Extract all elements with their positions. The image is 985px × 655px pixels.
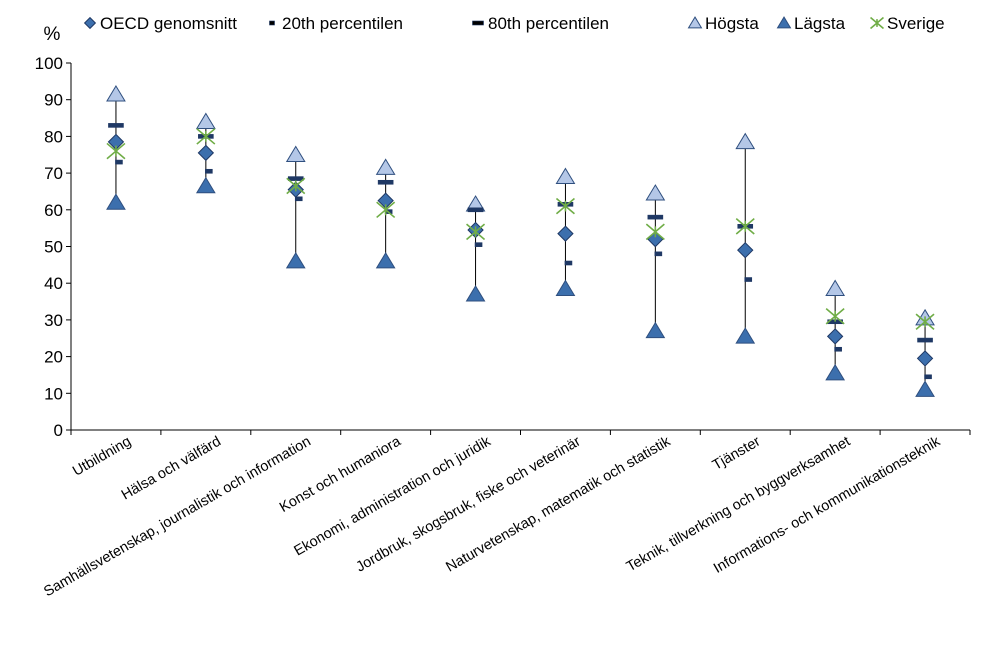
legend-label: Sverige <box>887 14 945 33</box>
y-tick-label: 70 <box>44 164 63 183</box>
legend-item: OECD genomsnitt <box>83 14 237 33</box>
data-point <box>106 142 126 160</box>
y-tick-label: 10 <box>44 384 63 403</box>
data-point <box>285 145 306 162</box>
y-tick-label: 50 <box>44 238 63 257</box>
data-point <box>825 363 846 381</box>
data-point <box>917 337 933 343</box>
data-point <box>474 242 483 247</box>
data-point <box>826 328 844 345</box>
y-tick-label: 40 <box>44 274 63 293</box>
legend-marker <box>269 20 275 26</box>
data-point <box>106 193 126 210</box>
data-point <box>205 168 213 174</box>
data-point <box>465 284 486 302</box>
data-point <box>735 218 755 235</box>
legend-label: 20th percentilen <box>282 14 403 33</box>
y-tick-label: 20 <box>44 348 63 367</box>
y-tick-label: 60 <box>44 201 63 220</box>
data-point <box>108 123 124 128</box>
data-point <box>287 176 304 181</box>
data-point <box>196 128 216 145</box>
legend-item: Lägsta <box>776 14 846 33</box>
data-point <box>645 223 665 241</box>
legend-item: 80th percentilen <box>472 14 609 33</box>
legend-label: OECD genomsnitt <box>100 14 237 33</box>
legend-item: 20th percentilen <box>269 14 403 33</box>
legend-marker <box>687 16 703 29</box>
data-point <box>555 197 575 215</box>
data-point <box>834 346 842 352</box>
legend-label: Högsta <box>705 14 759 33</box>
legend-label: 80th percentilen <box>488 14 609 33</box>
legend-marker <box>472 20 484 26</box>
legend: OECD genomsnitt 20th percentilen 80th perc… <box>83 14 945 33</box>
x-tick-label: Tjänster <box>710 434 764 474</box>
series-1 <box>115 159 932 380</box>
series-3 <box>106 84 935 326</box>
data-point <box>645 184 666 201</box>
legend-marker <box>870 16 884 30</box>
data-point <box>915 380 935 397</box>
data-point <box>376 201 396 219</box>
legend-item: Sverige <box>870 14 945 33</box>
data-point <box>466 223 486 241</box>
data-point <box>375 251 396 269</box>
data-point <box>647 214 664 220</box>
y-tick-label: 100 <box>35 54 63 73</box>
data-point <box>564 260 573 266</box>
data-point <box>555 167 576 185</box>
y-tick-label: 0 <box>54 421 63 440</box>
data-point <box>106 84 126 102</box>
y-tick-label: 30 <box>44 311 63 330</box>
data-point <box>735 132 756 150</box>
x-tick-label: Utbildning <box>70 434 134 480</box>
y-axis-label: % <box>44 24 61 45</box>
series-4 <box>106 176 935 397</box>
axes: 0 10 20 30 40 50 60 70 80 90 100 <box>35 54 971 440</box>
data-point <box>286 177 306 195</box>
series-0 <box>107 133 934 367</box>
legend-label: Lägsta <box>794 14 846 33</box>
data-point <box>737 241 754 259</box>
series-2 <box>108 123 933 343</box>
legend-marker <box>776 16 792 29</box>
data-point <box>197 144 215 162</box>
legend-item: Högsta <box>687 14 759 33</box>
data-point <box>825 279 846 296</box>
data-point <box>467 207 484 213</box>
range-lines <box>115 94 926 390</box>
legend-marker <box>83 16 97 30</box>
series-5 <box>106 128 935 330</box>
data-point <box>825 307 845 325</box>
data-point <box>294 196 303 202</box>
data-point <box>654 251 663 257</box>
data-point <box>115 159 123 165</box>
data-point <box>195 176 216 194</box>
data-point <box>735 327 756 344</box>
data-point <box>645 321 666 339</box>
data-point <box>744 277 753 282</box>
data-point <box>916 350 934 367</box>
y-tick-label: 80 <box>44 127 63 146</box>
data-point <box>555 279 576 296</box>
data-point <box>285 251 306 269</box>
data-point <box>377 179 394 185</box>
data-point <box>924 374 932 380</box>
y-tick-label: 90 <box>44 91 63 110</box>
data-point <box>195 112 216 129</box>
data-point <box>375 158 396 175</box>
data-point <box>557 225 574 242</box>
data-point <box>915 313 935 330</box>
data-markers <box>106 84 935 397</box>
